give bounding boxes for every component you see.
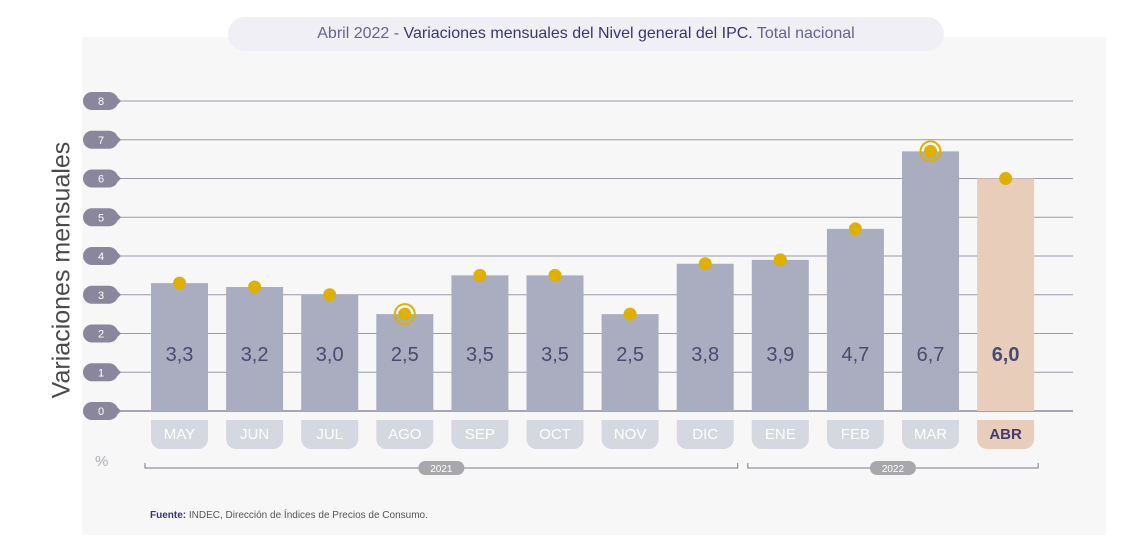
category-label: ENE xyxy=(765,426,796,443)
category-pill xyxy=(151,420,208,449)
y-tick-badge xyxy=(83,246,121,266)
category-label: AGO xyxy=(388,426,421,443)
marker-ring xyxy=(919,140,942,163)
value-marker xyxy=(924,144,937,158)
category-pill xyxy=(601,420,659,449)
value-marker xyxy=(248,280,262,294)
bar-ago xyxy=(376,314,434,411)
category-label: MAY xyxy=(164,426,195,443)
value-marker xyxy=(173,276,186,290)
bar-value-label: 2,5 xyxy=(391,344,419,366)
y-tick-label: 1 xyxy=(98,367,104,379)
category-pill xyxy=(526,420,584,449)
value-marker xyxy=(473,268,487,282)
title-main: Variaciones mensuales del Nivel general … xyxy=(403,25,753,42)
value-marker xyxy=(548,268,562,282)
bar-mar xyxy=(902,151,959,411)
category-pill xyxy=(376,420,434,449)
value-marker xyxy=(848,222,862,236)
category-pill xyxy=(451,420,509,449)
y-tick-badge xyxy=(83,169,121,188)
y-tick-label: 2 xyxy=(98,329,104,341)
y-tick-badge xyxy=(83,401,121,421)
category-label: NOV xyxy=(614,426,647,443)
source-text: INDEC, Dirección de Índices de Precios d… xyxy=(186,510,428,521)
y-tick-badge xyxy=(83,324,121,343)
y-tick-badge xyxy=(83,130,121,149)
chart-title: Abril 2022 - Variaciones mensuales del N… xyxy=(228,17,944,51)
category-label: SEP xyxy=(465,426,495,443)
y-tick-label: 7 xyxy=(98,135,104,147)
bar-value-label: 4,7 xyxy=(841,344,869,366)
bar-jul xyxy=(301,294,359,411)
category-pill xyxy=(826,420,884,449)
bar-value-label: 3,2 xyxy=(241,344,269,366)
y-tick-label: 0 xyxy=(98,406,104,418)
y-tick-label: 3 xyxy=(98,290,104,302)
value-marker xyxy=(698,257,712,271)
bar-oct xyxy=(526,275,584,411)
bar-value-label: 6,0 xyxy=(992,344,1020,366)
value-marker xyxy=(999,172,1013,185)
unit-label: % xyxy=(95,453,108,470)
bar-feb xyxy=(826,228,884,411)
title-prefix: Abril 2022 - xyxy=(317,25,404,42)
value-marker xyxy=(773,253,787,267)
bar-value-label: 3,5 xyxy=(541,344,569,366)
bar-value-label: 2,5 xyxy=(616,344,644,366)
bar-dic xyxy=(676,263,734,411)
bar-value-label: 3,0 xyxy=(316,344,344,366)
category-pill xyxy=(977,420,1035,449)
bar-may xyxy=(151,283,208,411)
y-tick-label: 4 xyxy=(98,251,104,263)
value-marker xyxy=(398,307,412,321)
title-suffix: Total nacional xyxy=(752,25,855,42)
bar-abr xyxy=(977,178,1035,411)
bar-value-label: 3,3 xyxy=(166,344,194,366)
category-pill xyxy=(751,420,809,449)
category-label: FEB xyxy=(841,426,870,443)
value-marker xyxy=(623,307,637,321)
marker-ring xyxy=(393,303,416,326)
y-tick-label: 6 xyxy=(98,174,104,186)
bar-sep xyxy=(451,275,509,411)
bar-value-label: 3,5 xyxy=(466,344,494,366)
bar-value-label: 3,9 xyxy=(766,344,794,366)
bar-nov xyxy=(601,314,659,411)
year-badge xyxy=(418,461,465,475)
y-tick-label: 8 xyxy=(98,96,104,108)
bar-value-label: 3,8 xyxy=(691,344,719,366)
year-label: 2022 xyxy=(882,464,905,475)
y-tick-badge xyxy=(83,208,121,227)
category-pill xyxy=(902,420,959,449)
category-label: DIC xyxy=(692,426,718,443)
y-tick-badge xyxy=(83,91,121,111)
bar-value-label: 6,7 xyxy=(917,344,945,366)
category-label: OCT xyxy=(539,426,571,443)
category-pill xyxy=(226,420,284,449)
y-tick-badge xyxy=(83,285,121,304)
y-tick-label: 5 xyxy=(98,212,104,224)
category-label: MAR xyxy=(914,426,948,443)
category-pill xyxy=(676,420,734,449)
bar-ene xyxy=(751,259,809,411)
source-label: Fuente: xyxy=(150,510,187,521)
source-note: Fuente: INDEC, Dirección de Índices de P… xyxy=(150,510,428,521)
category-label: JUN xyxy=(240,426,269,443)
category-label: ABR xyxy=(989,426,1022,443)
year-badge xyxy=(869,461,916,475)
value-marker xyxy=(323,288,337,302)
bar-jun xyxy=(226,287,284,411)
category-label: JUL xyxy=(316,426,343,443)
year-label: 2021 xyxy=(430,464,453,475)
category-pill xyxy=(301,420,359,449)
y-tick-badge xyxy=(83,363,121,382)
